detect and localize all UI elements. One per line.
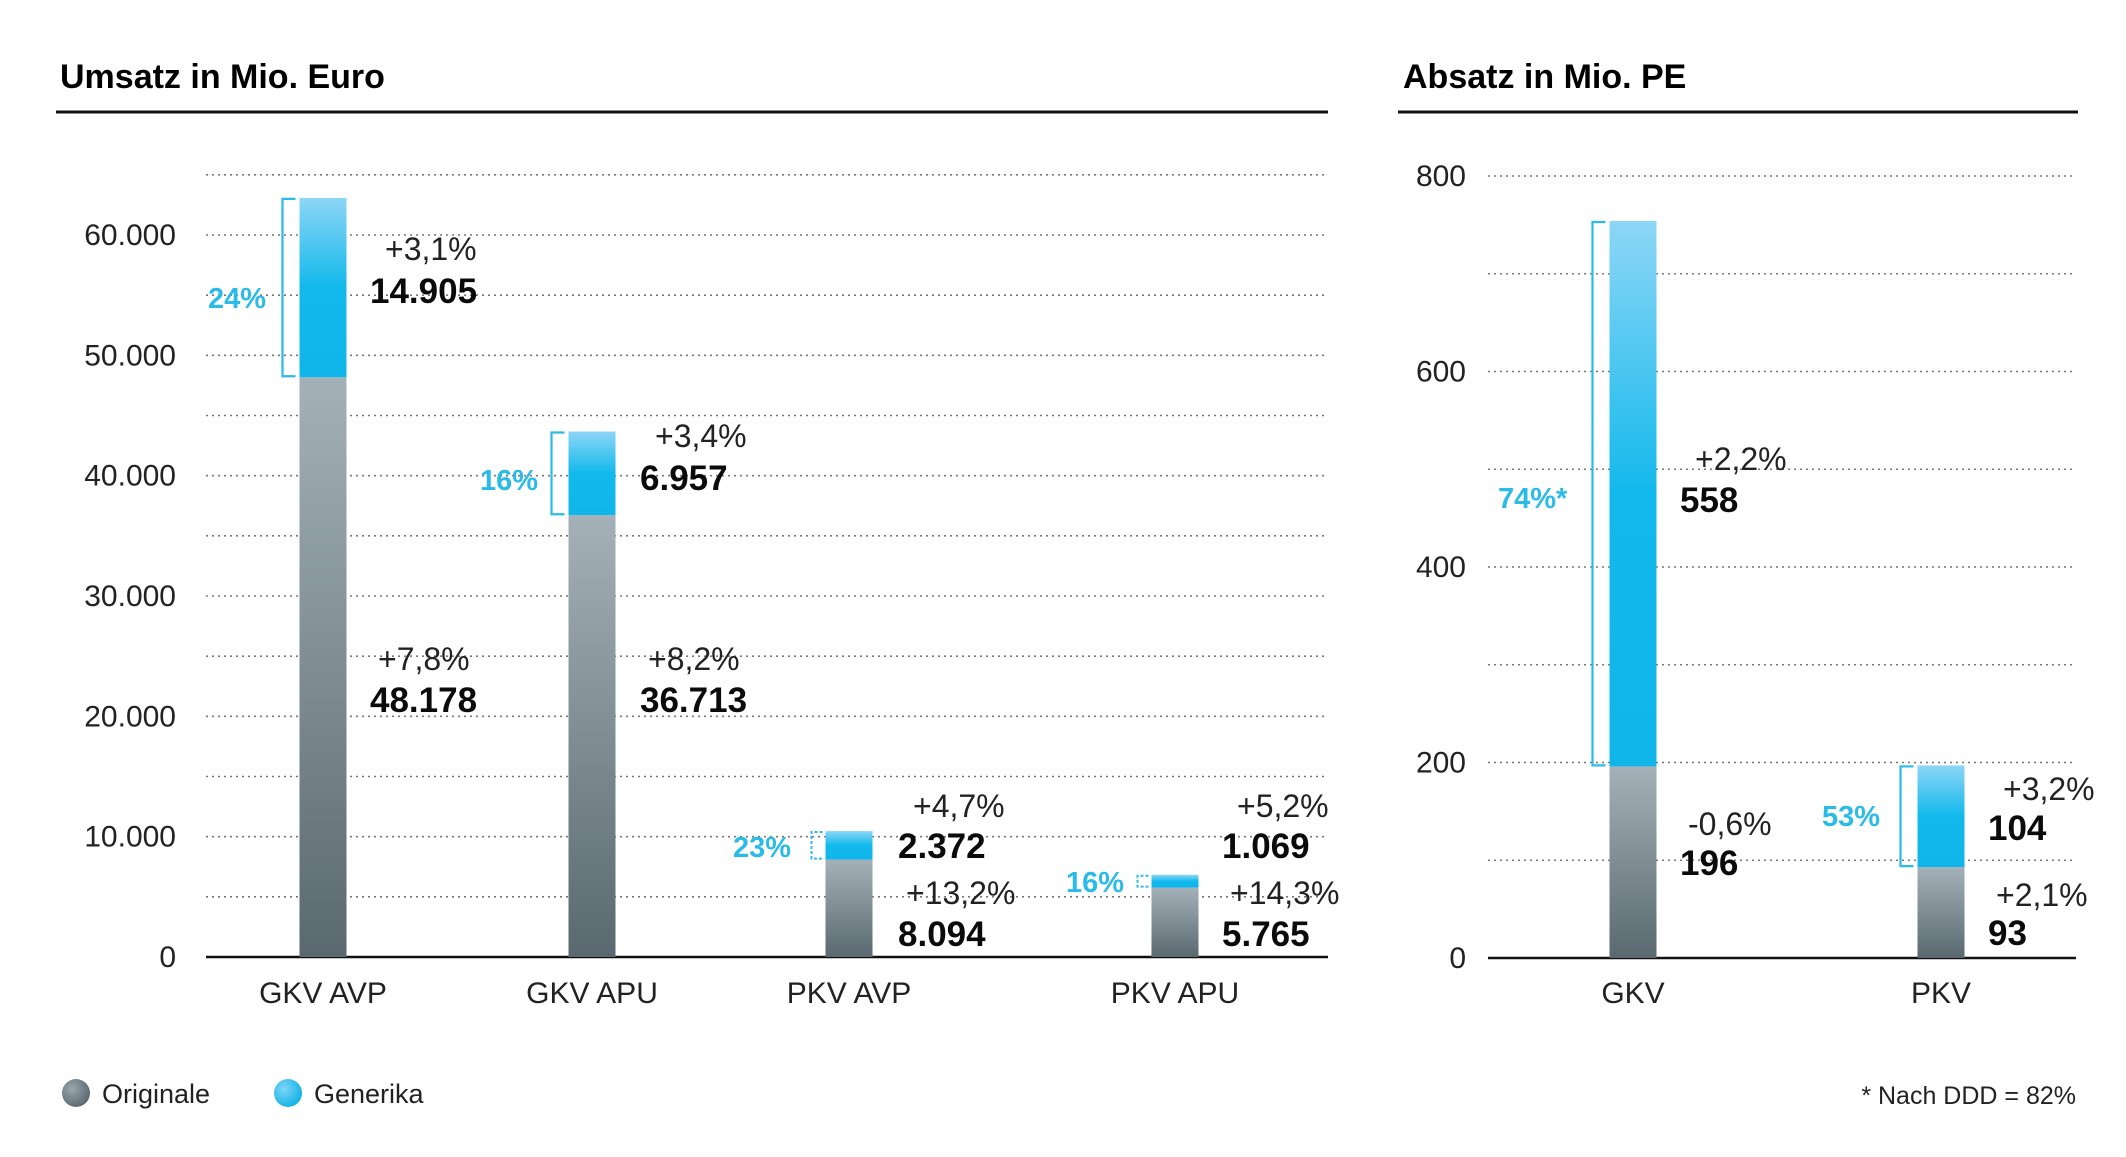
umsatz-share-bracket-pkv-avp	[810, 831, 823, 860]
absatz-bar-originale-pkv	[1917, 867, 1965, 958]
legend: Originale Generika	[62, 1079, 425, 1109]
umsatz-category-gkv-avp: GKV AVP	[259, 977, 387, 1010]
umsatz-share-label-pkv-avp: 23%	[733, 832, 791, 864]
umsatz-generika-change-gkv-avp: +3,1%	[385, 231, 477, 267]
umsatz-originale-change-gkv-apu: +8,2%	[648, 641, 740, 677]
absatz-bars	[1609, 220, 1965, 958]
umsatz-y-axis: 0 10.000 20.000 30.000 40.000 50.000 60.000	[84, 219, 176, 974]
umsatz-bar-originale-gkv-avp	[299, 377, 347, 957]
umsatz-share-bracket-gkv-apu	[550, 431, 565, 516]
absatz-y-tick-label: 400	[1416, 551, 1466, 584]
absatz-y-tick-label: 600	[1416, 356, 1466, 389]
absatz-originale-change-pkv: +2,1%	[1996, 877, 2088, 913]
absatz-bar-generika-gkv	[1609, 220, 1657, 767]
umsatz-generika-change-pkv-avp: +4,7%	[913, 788, 1005, 824]
absatz-category-pkv: PKV	[1911, 977, 1971, 1010]
absatz-category-gkv: GKV	[1601, 977, 1664, 1010]
umsatz-bar-generika-gkv-apu	[568, 431, 616, 516]
umsatz-originale-value-gkv-avp: 48.178	[370, 681, 477, 720]
legend-generika-swatch	[274, 1079, 302, 1107]
absatz-gridlines	[1488, 175, 2076, 960]
absatz-y-axis: 0 200 400 600 800	[1416, 160, 1466, 975]
absatz-y-tick-label: 0	[1449, 942, 1466, 975]
footnote: * Nach DDD = 82%	[1861, 1082, 2076, 1110]
absatz-share-bracket-gkv	[1591, 220, 1606, 767]
umsatz-originale-value-pkv-apu: 5.765	[1222, 915, 1310, 954]
umsatz-originale-value-pkv-avp: 8.094	[898, 915, 986, 954]
umsatz-bar-generika-gkv-avp	[299, 197, 347, 378]
umsatz-y-tick-label: 30.000	[84, 580, 176, 613]
umsatz-generika-value-pkv-apu: 1.069	[1222, 827, 1310, 866]
umsatz-generika-change-pkv-apu: +5,2%	[1237, 788, 1329, 824]
umsatz-chart: Umsatz in Mio. Euro 0 10.000 20.000 30.000 4…	[56, 58, 1339, 1010]
absatz-y-tick-label: 800	[1416, 160, 1466, 193]
absatz-originale-value-pkv: 93	[1988, 914, 2027, 953]
umsatz-bar-generika-pkv-avp	[825, 831, 873, 860]
absatz-chart-title: Absatz in Mio. PE	[1403, 58, 1686, 96]
umsatz-bars	[299, 197, 1199, 957]
absatz-originale-value-gkv: 196	[1680, 844, 1738, 883]
umsatz-share-label-pkv-apu: 16%	[1066, 867, 1124, 899]
umsatz-bar-originale-gkv-apu	[568, 515, 616, 957]
absatz-generika-value-pkv: 104	[1988, 809, 2047, 848]
umsatz-share-label-gkv-avp: 24%	[208, 283, 266, 315]
umsatz-y-tick-label: 10.000	[84, 821, 176, 854]
umsatz-y-tick-label: 50.000	[84, 339, 176, 372]
umsatz-bar-generika-pkv-apu	[1151, 874, 1199, 888]
absatz-data-labels: 74%* +2,2% 558 -0,6%196 53% +3,2%104 +2,1%93	[1498, 220, 2095, 953]
umsatz-share-bracket-gkv-avp	[281, 197, 296, 378]
umsatz-category-pkv-apu: PKV APU	[1111, 977, 1239, 1010]
umsatz-generika-value-gkv-avp: 14.905	[370, 272, 477, 311]
umsatz-category-pkv-avp: PKV AVP	[787, 977, 912, 1010]
absatz-generika-change-gkv: +2,2%	[1695, 441, 1787, 477]
absatz-chart: Absatz in Mio. PE 0 200 400 600 800 74%* +2,2…	[1398, 58, 2095, 1010]
umsatz-gridlines	[206, 174, 1328, 959]
absatz-bar-generika-pkv	[1917, 765, 1965, 868]
umsatz-bar-originale-pkv-avp	[825, 859, 873, 957]
absatz-generika-change-pkv: +3,2%	[2003, 771, 2095, 807]
umsatz-y-tick-label: 0	[159, 941, 176, 974]
absatz-bar-originale-gkv	[1609, 766, 1657, 958]
umsatz-originale-change-pkv-apu: +14,3%	[1230, 875, 1339, 911]
absatz-share-label-gkv: 74%*	[1498, 483, 1568, 515]
absatz-share-bracket-pkv	[1899, 765, 1914, 868]
absatz-x-axis: GKV PKV	[1601, 977, 1971, 1010]
umsatz-generika-change-gkv-apu: +3,4%	[655, 418, 747, 454]
legend-originale-swatch	[62, 1079, 90, 1107]
absatz-share-label-pkv: 53%	[1822, 801, 1880, 833]
umsatz-y-tick-label: 20.000	[84, 700, 176, 733]
umsatz-originale-change-pkv-avp: +13,2%	[906, 875, 1015, 911]
umsatz-generika-value-gkv-apu: 6.957	[640, 459, 728, 498]
absatz-generika-value-gkv: 558	[1680, 481, 1738, 520]
umsatz-share-label-gkv-apu: 16%	[480, 465, 538, 497]
legend-originale-label: Originale	[102, 1079, 210, 1109]
absatz-originale-change-gkv: -0,6%	[1688, 806, 1772, 842]
umsatz-y-tick-label: 60.000	[84, 219, 176, 252]
absatz-y-tick-label: 200	[1416, 747, 1466, 780]
umsatz-bar-originale-pkv-apu	[1151, 887, 1199, 957]
umsatz-y-tick-label: 40.000	[84, 460, 176, 493]
umsatz-category-gkv-apu: GKV APU	[526, 977, 658, 1010]
umsatz-generika-value-pkv-avp: 2.372	[898, 827, 986, 866]
umsatz-x-axis: GKV AVP GKV APU PKV AVP PKV APU	[259, 977, 1239, 1010]
umsatz-originale-value-gkv-apu: 36.713	[640, 681, 747, 720]
umsatz-originale-change-gkv-avp: +7,8%	[378, 641, 470, 677]
legend-generika-label: Generika	[314, 1079, 425, 1109]
umsatz-share-bracket-pkv-apu	[1136, 874, 1149, 888]
umsatz-data-labels: 24% +3,1% 14.905 +7,8% 48.178 16% +3,4% 6.957 +8…	[208, 197, 1339, 954]
umsatz-chart-title: Umsatz in Mio. Euro	[60, 58, 385, 96]
